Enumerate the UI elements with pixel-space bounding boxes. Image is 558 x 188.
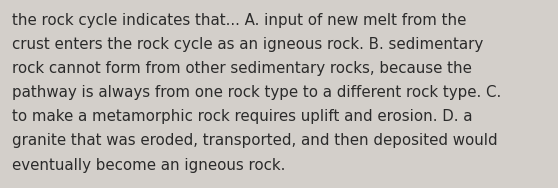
Text: eventually become an igneous rock.: eventually become an igneous rock.: [12, 158, 286, 173]
Text: rock cannot form from other sedimentary rocks, because the: rock cannot form from other sedimentary …: [12, 61, 472, 76]
Text: granite that was eroded, transported, and then deposited would: granite that was eroded, transported, an…: [12, 133, 498, 149]
Text: pathway is always from one rock type to a different rock type. C.: pathway is always from one rock type to …: [12, 85, 502, 100]
Text: the rock cycle indicates that... A. input of new melt from the: the rock cycle indicates that... A. inpu…: [12, 13, 466, 28]
Text: crust enters the rock cycle as an igneous rock. B. sedimentary: crust enters the rock cycle as an igneou…: [12, 37, 484, 52]
Text: to make a metamorphic rock requires uplift and erosion. D. a: to make a metamorphic rock requires upli…: [12, 109, 473, 124]
